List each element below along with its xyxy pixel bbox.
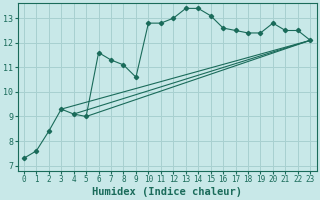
X-axis label: Humidex (Indice chaleur): Humidex (Indice chaleur) bbox=[92, 186, 242, 197]
